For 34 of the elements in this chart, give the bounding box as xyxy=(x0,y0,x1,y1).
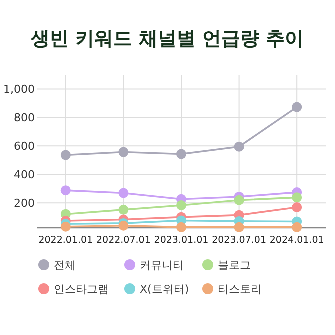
point xyxy=(292,102,302,112)
point xyxy=(176,200,186,211)
point xyxy=(118,147,129,158)
y-tick-label: 400 xyxy=(14,168,35,182)
point xyxy=(176,222,186,232)
point xyxy=(60,186,71,196)
x-tick-label: 2023.01.01 xyxy=(154,235,209,246)
point xyxy=(292,202,302,213)
point xyxy=(234,142,244,152)
point xyxy=(60,222,71,232)
point xyxy=(60,150,71,160)
point xyxy=(292,192,302,203)
legend-label: 인스타그램 xyxy=(54,283,109,296)
legend-label: X(트위터) xyxy=(140,283,190,296)
x-tick-label: 2022.07.01 xyxy=(96,235,151,246)
x-tick-label: 2022.01.01 xyxy=(38,235,94,246)
point xyxy=(292,222,302,232)
point xyxy=(118,204,129,215)
chart-title: 생빈 키워드 채널별 언급량 추이 xyxy=(30,28,304,50)
legend-label: 전체 xyxy=(54,259,76,272)
x-tick-label: 2024.01.01 xyxy=(270,235,324,246)
point xyxy=(118,220,129,231)
point xyxy=(234,222,244,232)
y-tick-label: 200 xyxy=(14,197,35,210)
x-tick-label: 2023.07.01 xyxy=(212,235,267,246)
legend-label: 커뮤니티 xyxy=(140,259,184,272)
legend-label: 블로그 xyxy=(218,259,251,272)
point xyxy=(234,195,244,206)
point xyxy=(176,149,186,160)
legend-label: 티스토리 xyxy=(218,283,262,296)
y-tick-label: 600 xyxy=(14,140,35,154)
y-tick-label: 1,000 xyxy=(4,83,35,96)
y-tick-label: 800 xyxy=(14,112,35,125)
point xyxy=(118,188,129,198)
